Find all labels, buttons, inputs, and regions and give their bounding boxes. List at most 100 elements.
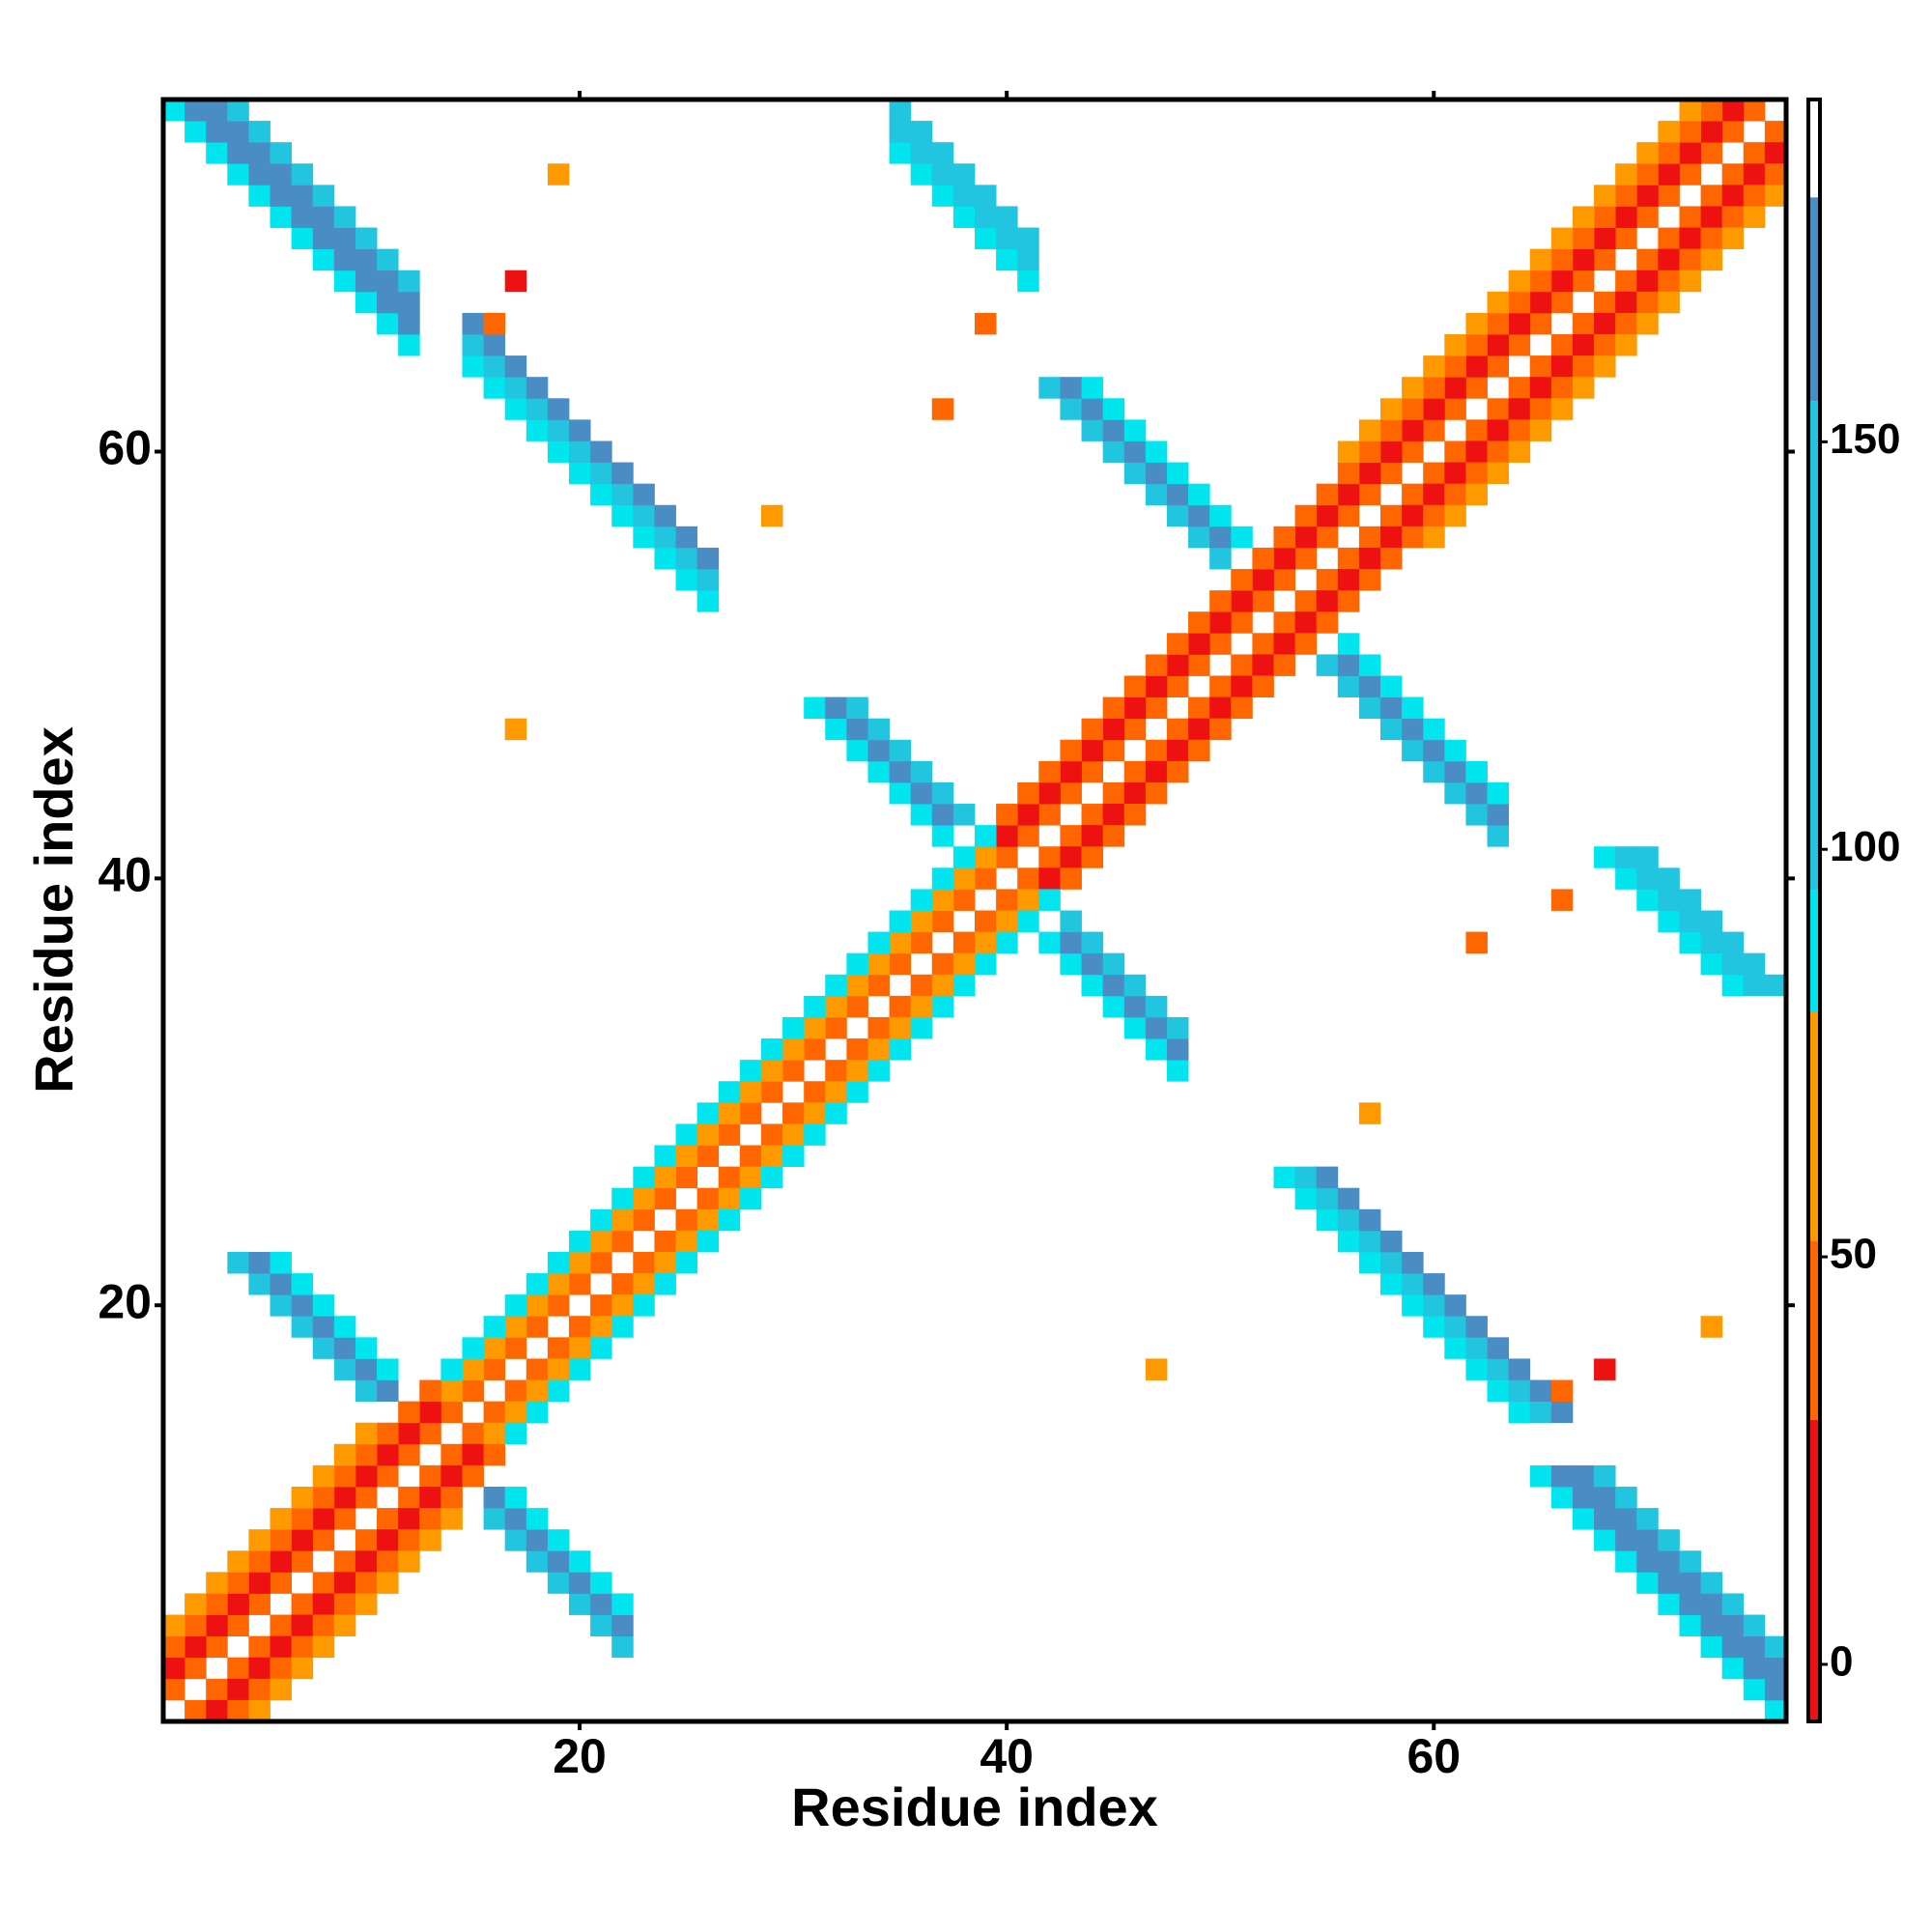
heatmap-cell	[739, 1145, 762, 1168]
heatmap-cell	[291, 1294, 314, 1317]
heatmap-cell	[483, 1508, 506, 1530]
heatmap-cell	[312, 1486, 335, 1509]
heatmap-cell	[1209, 590, 1232, 612]
heatmap-cell	[825, 995, 847, 1018]
heatmap-cell	[483, 1337, 506, 1359]
heatmap-cell	[611, 504, 634, 527]
heatmap-cell	[804, 1102, 826, 1124]
heatmap-cell	[355, 1550, 378, 1573]
heatmap-cell	[1166, 1038, 1189, 1061]
heatmap-cell	[291, 1273, 314, 1295]
heatmap-cell	[1423, 398, 1445, 420]
heatmap-cell	[804, 1081, 826, 1103]
heatmap-cell	[355, 1358, 378, 1380]
heatmap-cell	[1252, 547, 1274, 570]
heatmap-cell	[910, 889, 933, 911]
heatmap-cell	[952, 931, 976, 954]
heatmap-cell	[975, 910, 997, 932]
heatmap-cell	[1188, 526, 1210, 549]
heatmap-cell	[312, 227, 335, 250]
heatmap-cell	[1465, 440, 1488, 463]
heatmap-cell	[1337, 462, 1360, 485]
heatmap-cell	[504, 1294, 527, 1317]
heatmap-cell	[504, 1422, 527, 1445]
heatmap-cell	[355, 1464, 378, 1488]
heatmap-cell	[398, 1401, 420, 1424]
heatmap-cell	[1337, 440, 1360, 463]
heatmap-cell	[1166, 718, 1189, 741]
heatmap-cell	[1038, 760, 1061, 783]
heatmap-cell	[952, 163, 976, 185]
heatmap-cell	[867, 739, 890, 762]
heatmap-cell	[1337, 1230, 1360, 1253]
heatmap-cell	[333, 1550, 356, 1573]
heatmap-cell	[1721, 1593, 1745, 1615]
heatmap-cell	[1358, 654, 1381, 676]
heatmap-cell	[227, 1657, 249, 1680]
heatmap-cell	[1423, 1294, 1445, 1317]
heatmap-cell	[1572, 1486, 1595, 1509]
heatmap-cell	[185, 1657, 207, 1680]
heatmap-cell	[633, 1251, 655, 1274]
heatmap-cell	[931, 867, 954, 890]
heatmap-cell	[270, 1251, 293, 1274]
heatmap-cell	[526, 419, 549, 441]
heatmap-cell	[1123, 440, 1147, 463]
heatmap-cell	[1550, 334, 1574, 356]
heatmap-cell	[1252, 654, 1274, 676]
heatmap-cell	[1166, 504, 1189, 527]
heatmap-cell	[1060, 910, 1082, 932]
heatmap-cell	[931, 781, 954, 805]
heatmap-cell	[1615, 291, 1637, 314]
heatmap-cell	[333, 1443, 356, 1466]
heatmap-cell	[696, 1145, 720, 1168]
heatmap-cell	[1658, 248, 1680, 271]
heatmap-cell	[1209, 547, 1232, 570]
heatmap-cell	[952, 804, 976, 826]
heatmap-cell	[1550, 1464, 1574, 1488]
heatmap-cell	[1465, 483, 1488, 506]
heatmap-cell	[419, 1401, 441, 1424]
heatmap-cell	[1721, 227, 1745, 250]
heatmap-cell	[377, 248, 399, 271]
heatmap-cell	[1358, 440, 1381, 463]
heatmap-cell	[1252, 633, 1274, 655]
heatmap-cell	[1721, 206, 1745, 228]
heatmap-cell	[462, 1464, 484, 1488]
heatmap-cell	[1316, 569, 1339, 591]
heatmap-cell	[1081, 931, 1104, 954]
heatmap-cell	[1594, 185, 1616, 207]
heatmap-cell	[996, 889, 1018, 911]
heatmap-cell	[462, 355, 484, 378]
heatmap-cell	[312, 1614, 335, 1637]
heatmap-cell	[504, 355, 527, 378]
heatmap-cell	[633, 1187, 655, 1210]
heatmap-cell	[1209, 504, 1232, 527]
heatmap-cell	[462, 334, 484, 356]
heatmap-cell	[975, 867, 997, 890]
heatmap-cell	[1700, 1316, 1723, 1338]
heatmap-cell	[611, 1316, 634, 1338]
heatmap-cell	[1615, 1550, 1637, 1573]
heatmap-cell	[1444, 377, 1466, 399]
heatmap-cell	[569, 1230, 591, 1253]
heatmap-cell	[675, 1166, 698, 1189]
colorbar-bin	[1808, 1419, 1820, 1721]
heatmap-cell	[782, 1038, 805, 1061]
heatmap-cell	[291, 206, 314, 228]
heatmap-cell	[889, 739, 912, 762]
heatmap-cell	[1487, 804, 1510, 826]
heatmap-cell	[1145, 483, 1168, 506]
heatmap-cell	[1572, 355, 1595, 378]
heatmap-cell	[1487, 398, 1510, 420]
heatmap-cell	[696, 547, 720, 570]
heatmap-cell	[1123, 781, 1147, 805]
heatmap-cell	[590, 440, 612, 463]
heatmap-cell	[462, 1443, 484, 1466]
heatmap-cell	[248, 121, 270, 143]
x-tick-label: 40	[980, 1729, 1034, 1783]
heatmap-cell	[1594, 1358, 1616, 1380]
heatmap-cell	[633, 1273, 655, 1295]
heatmap-cell	[1550, 291, 1574, 314]
heatmap-cell	[1594, 1464, 1616, 1488]
